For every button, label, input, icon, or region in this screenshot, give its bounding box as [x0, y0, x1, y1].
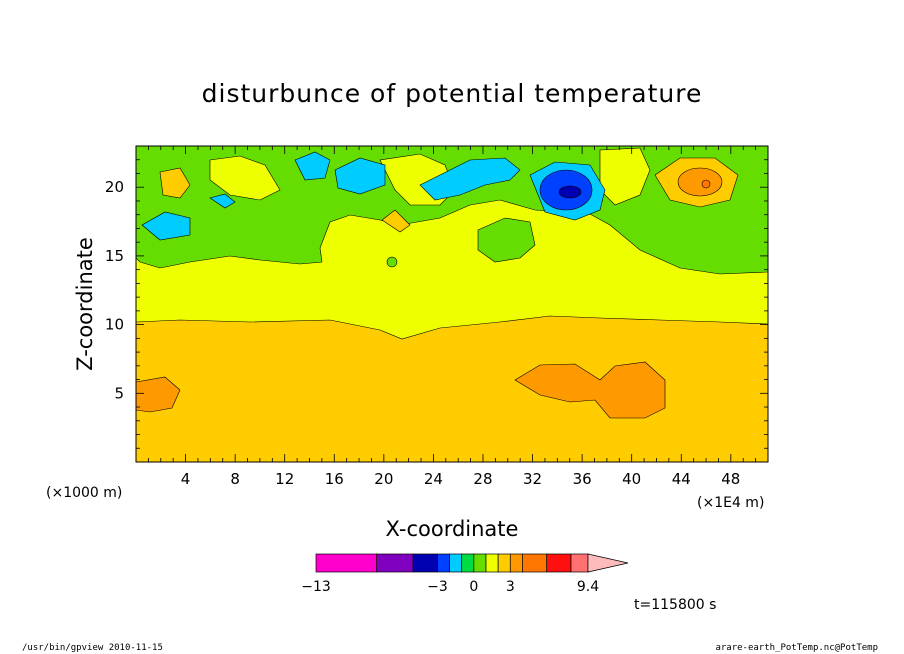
x-axis-scale-right: (×1E4 m) — [697, 495, 764, 511]
colorbar-segment — [522, 553, 548, 573]
plot-frame — [135, 145, 769, 463]
colorbar-segment — [497, 553, 511, 573]
region-lower-layer — [136, 315, 768, 462]
region-warm-blob — [514, 361, 666, 419]
y-tick-label: 15 — [105, 247, 124, 265]
y-tick-label: 10 — [105, 316, 124, 334]
y-tick-label: 20 — [105, 178, 124, 196]
region-warm — [159, 167, 191, 199]
x-tick-label: 8 — [230, 470, 240, 488]
colorbar-label: 0 — [469, 579, 478, 595]
x-tick-label: 12 — [275, 470, 294, 488]
region-cyan — [141, 211, 191, 241]
region-warm-core — [677, 167, 723, 197]
footer-right: arare-earth_PotTemp.nc@PotTemp — [715, 643, 878, 653]
x-tick-label: 20 — [374, 470, 393, 488]
y-axis-label: Z-coordinate — [73, 237, 97, 371]
colorbar-segment — [570, 553, 589, 573]
colorbar-extend-arrow — [587, 553, 629, 573]
region-green-patch — [477, 217, 536, 263]
colorbar-segment — [461, 553, 475, 573]
colorbar-segment — [546, 553, 572, 573]
colorbar-segment — [485, 553, 499, 573]
x-tick-label: 16 — [325, 470, 344, 488]
x-axis: 4 8 12 16 20 24 28 32 36 40 44 48 — [147, 146, 757, 488]
region-warm-core — [701, 179, 711, 189]
x-tick-label: 24 — [424, 470, 443, 488]
x-tick-label: 32 — [523, 470, 542, 488]
x-tick-label: 36 — [573, 470, 592, 488]
contour-field — [136, 146, 768, 462]
chart-title: disturbunce of potential temperature — [202, 79, 703, 108]
colorbar-segment — [376, 553, 414, 573]
colorbar-label: −13 — [301, 579, 331, 595]
y-tick-label: 5 — [114, 384, 124, 402]
footer-left: /usr/bin/gpview 2010-11-15 — [22, 643, 163, 653]
region-darkblue — [558, 185, 582, 199]
region-cyan — [334, 157, 386, 195]
x-axis-label: X-coordinate — [386, 517, 519, 541]
region-green-patch — [386, 256, 398, 268]
region-warm-blob — [136, 376, 181, 413]
colorbar-segment — [315, 553, 378, 573]
colorbar-segment — [509, 553, 523, 573]
x-tick-label: 4 — [181, 470, 191, 488]
x-tick-label: 44 — [672, 470, 691, 488]
x-tick-label: 28 — [473, 470, 492, 488]
x-axis-scale-left: (×1000 m) — [46, 485, 122, 501]
x-tick-label: 48 — [721, 470, 740, 488]
colorbar-segment — [412, 553, 438, 573]
y-axis: 5 10 15 20 — [105, 159, 768, 449]
region-cyan — [419, 157, 521, 201]
time-label: t=115800 s — [634, 597, 716, 613]
region-warm — [381, 209, 411, 233]
colorbar-label: 9.4 — [577, 579, 599, 595]
region-cyan — [294, 151, 331, 181]
colorbar: −13 −3 0 3 9.4 — [301, 553, 629, 595]
region-cyan — [209, 193, 236, 209]
colorbar-label: 3 — [506, 579, 515, 595]
colorbar-label: −3 — [427, 579, 448, 595]
colorbar-segment — [437, 553, 450, 573]
region-yellow-patch — [209, 155, 281, 201]
x-tick-label: 40 — [622, 470, 641, 488]
colorbar-segment — [473, 553, 487, 573]
colorbar-segment — [449, 553, 463, 573]
